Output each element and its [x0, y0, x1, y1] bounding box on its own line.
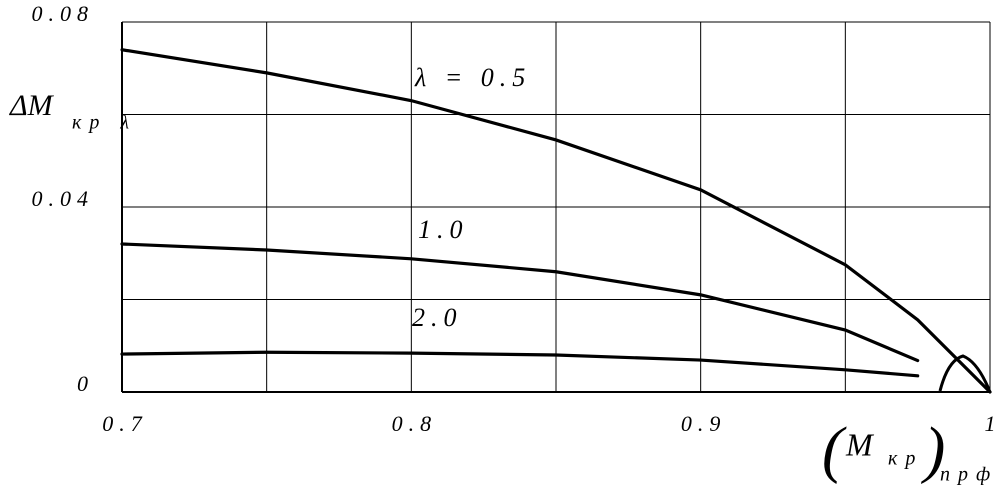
series-label: λ = 0.5 [414, 63, 531, 92]
x-label-outer-sub: прф [940, 464, 998, 486]
x-tick-label: 1 [985, 411, 1002, 436]
y-label-main: ΔM [9, 89, 55, 122]
y-label-sub: кр λ [72, 112, 137, 134]
y-tick-label: 0 [77, 371, 94, 396]
series-line [120, 350, 920, 378]
x-label-sub: кр [888, 448, 923, 470]
series-label: 1.0 [418, 215, 469, 244]
x-tick-label: 0.7 [102, 411, 148, 436]
y-tick-label: 0.04 [32, 186, 95, 211]
series-line [120, 48, 992, 394]
series-label: 2.0 [412, 303, 463, 332]
y-tick-label: 0.08 [32, 1, 95, 26]
x-label-main: M [845, 426, 875, 462]
x-label-open: ( [822, 414, 847, 485]
x-tick-label: 0.9 [681, 411, 727, 436]
x-tick-label: 0.8 [392, 411, 438, 436]
series-line [120, 242, 920, 363]
junction-arc [938, 354, 992, 393]
x-label-close: ) [920, 414, 945, 485]
